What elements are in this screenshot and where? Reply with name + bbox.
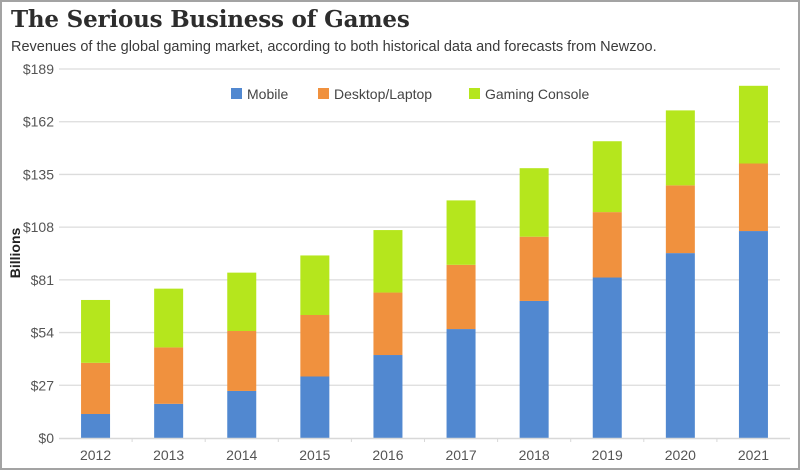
bar-mobile-2021 [738,231,768,438]
x-tick-label: 2021 [738,447,769,463]
legend-label: Desktop/Laptop [334,86,432,102]
bar-desktop-laptop-2018 [519,236,549,301]
legend-swatch [469,88,480,99]
bar-mobile-2014 [227,390,257,438]
bar-desktop-laptop-2013 [154,347,184,404]
bar-stack-2021 [738,85,768,438]
legend: Mobile Desktop/Laptop Gaming Console [231,86,589,102]
x-tick-label: 2015 [299,447,330,463]
bar-stack-2018 [519,168,549,438]
x-tick-label: 2014 [226,447,257,463]
x-tick-label: 2020 [665,447,696,463]
y-tick-label: $162 [23,114,54,130]
bar-gaming-console-2014 [227,272,257,332]
x-tick-label: 2012 [80,447,111,463]
bars [81,85,768,438]
bar-desktop-laptop-2019 [592,212,622,278]
bar-stack-2015 [300,255,330,438]
bar-gaming-console-2019 [592,141,622,213]
chart-title: The Serious Business of Games [11,6,410,33]
y-tick-label: $189 [23,61,54,77]
bar-desktop-laptop-2012 [81,362,111,414]
y-tick-label: $0 [38,430,54,446]
y-tick-label: $108 [23,219,54,235]
bar-stack-2016 [373,230,403,438]
bar-mobile-2018 [519,300,549,438]
legend-item-desktop-laptop[interactable]: Desktop/Laptop [318,86,432,102]
bar-mobile-2019 [592,277,622,438]
bar-stack-2017 [446,200,476,438]
bar-desktop-laptop-2020 [665,185,695,254]
bar-stack-2012 [81,299,111,438]
legend-label: Mobile [247,86,288,102]
x-tick-label: 2019 [592,447,623,463]
bar-stack-2014 [227,272,257,438]
x-tick-label: 2017 [445,447,476,463]
bar-stack-2019 [592,141,622,438]
bar-gaming-console-2013 [154,288,184,348]
y-tick-label: $54 [31,325,55,341]
bar-mobile-2017 [446,329,476,438]
legend-label: Gaming Console [485,86,589,102]
bar-desktop-laptop-2021 [738,163,768,232]
bar-gaming-console-2016 [373,230,403,293]
bar-gaming-console-2015 [300,255,330,315]
bar-mobile-2015 [300,376,330,438]
legend-item-mobile[interactable]: Mobile [231,86,288,102]
y-axis-ticks: $0 $27 $54 $81 $108 $135 $162 $189 [23,61,54,446]
bar-mobile-2020 [665,253,695,438]
x-axis: 2012 2013 2014 2015 2016 2017 2018 2019 2020 2021 [59,437,790,463]
chart-subtitle: Revenues of the global gaming market, ac… [11,39,657,55]
y-tick-label: $27 [31,377,55,393]
x-tick-label: 2013 [153,447,184,463]
bar-gaming-console-2018 [519,168,549,237]
bar-desktop-laptop-2014 [227,331,257,391]
legend-swatch [231,88,242,99]
y-tick-label: $81 [31,272,55,288]
bar-desktop-laptop-2015 [300,315,330,377]
bar-desktop-laptop-2016 [373,292,403,356]
legend-item-gaming-console[interactable]: Gaming Console [469,86,589,102]
bar-mobile-2012 [81,413,111,438]
legend-swatch [318,88,329,99]
bar-gaming-console-2020 [665,110,695,186]
bar-desktop-laptop-2017 [446,264,476,330]
bar-gaming-console-2021 [738,85,768,164]
bar-stack-2013 [154,288,184,438]
x-tick-label: 2016 [372,447,403,463]
x-tick-label: 2018 [519,447,550,463]
y-axis-label: Billions [7,228,23,279]
bar-mobile-2013 [154,403,184,438]
y-tick-label: $135 [23,166,54,182]
bar-gaming-console-2017 [446,200,476,265]
bar-mobile-2016 [373,355,403,438]
bar-gaming-console-2012 [81,299,111,363]
bar-stack-2020 [665,110,695,438]
